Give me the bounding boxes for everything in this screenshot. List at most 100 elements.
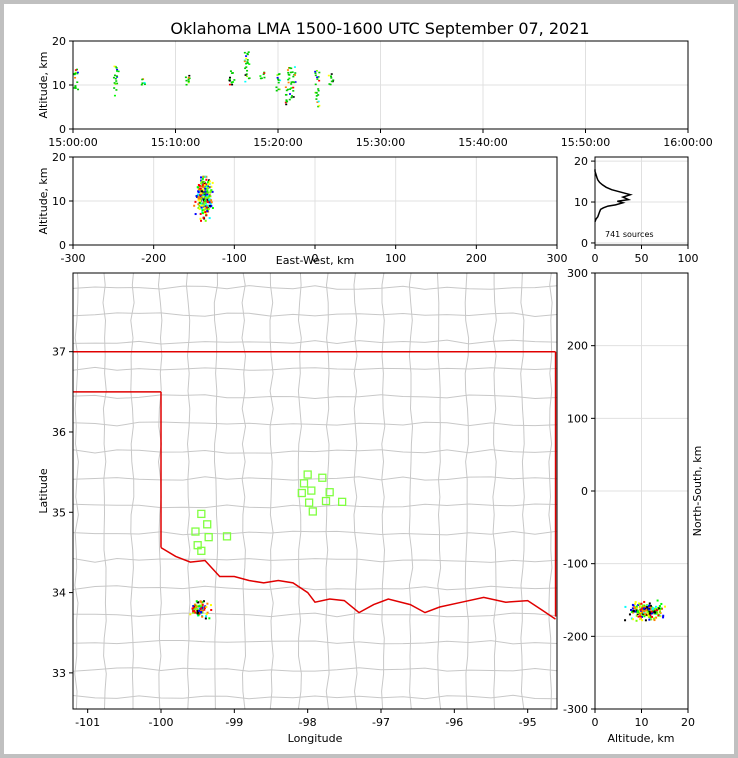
county-boundary [73, 421, 557, 427]
map-source-point [202, 600, 205, 603]
eastwest-xlabel: East-West, km [276, 254, 354, 267]
time-source-point [290, 81, 293, 83]
time-source-point [245, 75, 248, 78]
figure-canvas: Oklahoma LMA 1500-1600 UTC September 07,… [4, 4, 734, 754]
northsouth-source-point [644, 619, 647, 622]
northsouth-source-point [635, 605, 638, 608]
northsouth-source-point [655, 610, 658, 613]
lma-station-marker [203, 520, 212, 529]
time-source-point [293, 81, 296, 84]
altitude-profile-line [594, 169, 633, 222]
eastwest-source-point [197, 183, 200, 186]
map-source-point [197, 605, 200, 608]
altitude-histogram-panel: 0 50 100 0 10 20 741 sources [574, 155, 699, 265]
time-source-point [292, 96, 295, 98]
eastwest-source-point [206, 188, 209, 191]
time-source-point [263, 72, 266, 74]
time-source-point [293, 66, 296, 68]
county-boundary [73, 339, 557, 345]
county-boundary [73, 640, 557, 645]
altitude-northsouth-panel: 0 10 20 -300 -200 -100 0 100 200 300 Altitude, km… [563, 267, 704, 745]
time-source-point [113, 94, 116, 97]
eastwest-source-point [206, 190, 209, 193]
eastwest-source-point [202, 195, 205, 198]
eastwest-source-point [194, 213, 197, 216]
northsouth-source-point [642, 612, 645, 615]
time-source-point [328, 83, 331, 85]
northsouth-source-point [653, 619, 656, 622]
latitude-tick-label: 34 [52, 587, 66, 600]
time-source-point [315, 95, 318, 97]
eastwest-source-point [199, 201, 202, 204]
county-boundary [73, 585, 557, 591]
eastwest-source-point [199, 199, 202, 202]
northsouth-source-point [636, 610, 639, 613]
time-source-point [185, 83, 188, 86]
eastwest-source-point [211, 207, 214, 210]
time-source-point [276, 76, 279, 79]
northsouth-source-point [642, 611, 645, 614]
northsouth-source-point [641, 609, 644, 612]
eastwest-source-point [202, 183, 205, 186]
eastwest-source-point [203, 207, 206, 210]
time-tick-label: 15:40:00 [458, 136, 507, 149]
time-source-point [187, 76, 190, 79]
northsouth-source-point [654, 605, 657, 608]
longitude-tick-label: -98 [299, 716, 317, 729]
county-boundary [213, 273, 219, 709]
time-source-point [290, 96, 293, 99]
time-source-point [277, 79, 280, 81]
eastwest-source-point [207, 186, 210, 189]
eastwest-source-point [208, 217, 211, 220]
northsouth-source-point [638, 618, 641, 621]
time-source-point [244, 67, 247, 70]
time-source-point [188, 74, 191, 77]
northsouth-tick-label: -200 [563, 630, 588, 643]
eastwest-source-point [206, 210, 209, 213]
eastwest-source-point [200, 206, 203, 209]
time-source-point [317, 94, 320, 96]
eastwest-source-point [202, 175, 205, 178]
longitude-tick-label: -99 [225, 716, 243, 729]
northsouth-source-point [654, 611, 657, 614]
lma-station-marker [318, 473, 327, 482]
northsouth-source-point [651, 610, 654, 613]
time-source-point [245, 66, 248, 68]
eastwest-source-point [196, 186, 199, 189]
lma-figure: Oklahoma LMA 1500-1600 UTC September 07,… [37, 19, 713, 745]
northsouth-source-point [635, 614, 638, 617]
histogram-tick-label: 100 [678, 252, 699, 265]
northsouth-source-point [643, 600, 646, 603]
longitude-tick-label: -101 [75, 716, 100, 729]
time-source-point [263, 76, 266, 79]
northsouth-source-point [664, 605, 667, 608]
time-source-point [244, 74, 247, 76]
northsouth-source-point [642, 605, 645, 608]
county-boundary [73, 394, 557, 400]
time-source-point [228, 78, 231, 81]
northsouth-source-point [624, 619, 627, 622]
eastwest-source-point [204, 187, 207, 190]
time-source-point [140, 83, 143, 86]
northsouth-source-point [634, 602, 637, 605]
time-source-point [246, 52, 249, 55]
time-source-point [279, 79, 282, 82]
time-source-point [275, 86, 278, 89]
eastwest-source-point [208, 199, 211, 202]
northsouth-source-point [648, 605, 651, 608]
northsouth-ylabel: North-South, km [691, 446, 704, 537]
eastwest-source-point [200, 182, 203, 185]
time-source-point [287, 81, 290, 84]
county-boundary [464, 273, 470, 709]
county-boundary [269, 273, 274, 709]
map-source-point [191, 607, 194, 610]
northsouth-source-point [639, 605, 642, 608]
northsouth-source-point [630, 610, 633, 613]
lma-station-marker [321, 496, 331, 506]
northsouth-source-point [632, 609, 635, 612]
northsouth-source-point [649, 611, 652, 614]
eastwest-source-point [205, 185, 208, 188]
county-boundary [73, 530, 557, 536]
time-source-point [288, 98, 291, 101]
time-source-point [290, 83, 293, 85]
